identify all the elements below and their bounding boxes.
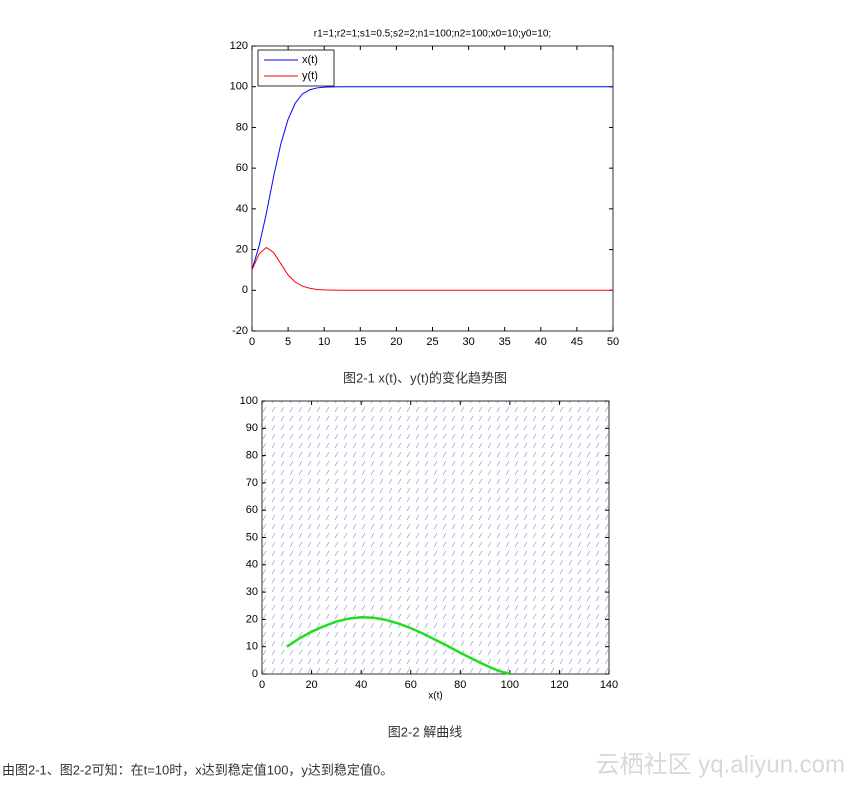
caption: 图2-2 解曲线 bbox=[388, 724, 462, 739]
x-tick-label: 45 bbox=[571, 336, 583, 348]
series-line bbox=[251, 246, 613, 291]
x-tick-label: 25 bbox=[426, 336, 438, 348]
x-tick-label: 60 bbox=[405, 679, 417, 691]
legend-label: x(t) bbox=[302, 54, 318, 66]
x-tick-label: 40 bbox=[355, 679, 367, 691]
chart-title: r1=1;r2=1;s1=0.5;s2=2;n1=100;n2=100;x0=1… bbox=[314, 29, 551, 40]
direction-field bbox=[262, 401, 609, 674]
x-axis-label: x(t) bbox=[428, 691, 442, 702]
y-tick-label: 80 bbox=[236, 121, 248, 133]
x-tick-label: 100 bbox=[501, 679, 519, 691]
watermark: 云栖社区 yq.aliyun.com bbox=[596, 751, 845, 778]
axes-box bbox=[251, 45, 614, 332]
y-tick-label: 50 bbox=[246, 531, 258, 543]
legend-label: y(t) bbox=[302, 70, 318, 82]
y-tick-label: 0 bbox=[252, 668, 258, 680]
x-tick-label: 140 bbox=[600, 679, 618, 691]
x-tick-label: 80 bbox=[454, 679, 466, 691]
series-line bbox=[286, 615, 511, 676]
caption: 图2-1 x(t)、y(t)的变化趋势图 bbox=[343, 370, 507, 385]
y-tick-label: 90 bbox=[246, 422, 258, 434]
series-line bbox=[251, 86, 613, 271]
x-tick-label: 20 bbox=[305, 679, 317, 691]
x-tick-label: 0 bbox=[249, 336, 255, 348]
y-tick-label: 60 bbox=[246, 504, 258, 516]
y-tick-label: 40 bbox=[236, 203, 248, 215]
x-tick-label: 10 bbox=[318, 336, 330, 348]
y-tick-label: 120 bbox=[230, 40, 248, 52]
x-tick-label: 30 bbox=[462, 336, 474, 348]
x-tick-label: 35 bbox=[499, 336, 511, 348]
x-tick-label: 120 bbox=[550, 679, 568, 691]
y-tick-label: 10 bbox=[246, 641, 258, 653]
y-tick-label: 70 bbox=[246, 477, 258, 489]
y-tick-label: 0 bbox=[242, 284, 248, 296]
y-tick-label: -20 bbox=[232, 325, 248, 337]
y-tick-label: 30 bbox=[246, 586, 258, 598]
y-tick-label: 20 bbox=[246, 613, 258, 625]
y-tick-label: 60 bbox=[236, 162, 248, 174]
x-tick-label: 0 bbox=[259, 679, 265, 691]
y-tick-label: 100 bbox=[240, 395, 258, 407]
y-tick-label: 80 bbox=[246, 450, 258, 462]
x-tick-label: 20 bbox=[390, 336, 402, 348]
y-tick-label: 100 bbox=[230, 81, 248, 93]
y-tick-label: 40 bbox=[246, 559, 258, 571]
paragraph: 由图2-1、图2-2可知：在t=10时，x达到稳定值100，y达到稳定值0。 bbox=[2, 762, 393, 777]
x-tick-label: 15 bbox=[354, 336, 366, 348]
y-tick-label: 20 bbox=[236, 243, 248, 255]
x-tick-label: 50 bbox=[607, 336, 619, 348]
x-tick-label: 5 bbox=[285, 336, 291, 348]
x-tick-label: 40 bbox=[535, 336, 547, 348]
legend-box bbox=[257, 49, 335, 87]
